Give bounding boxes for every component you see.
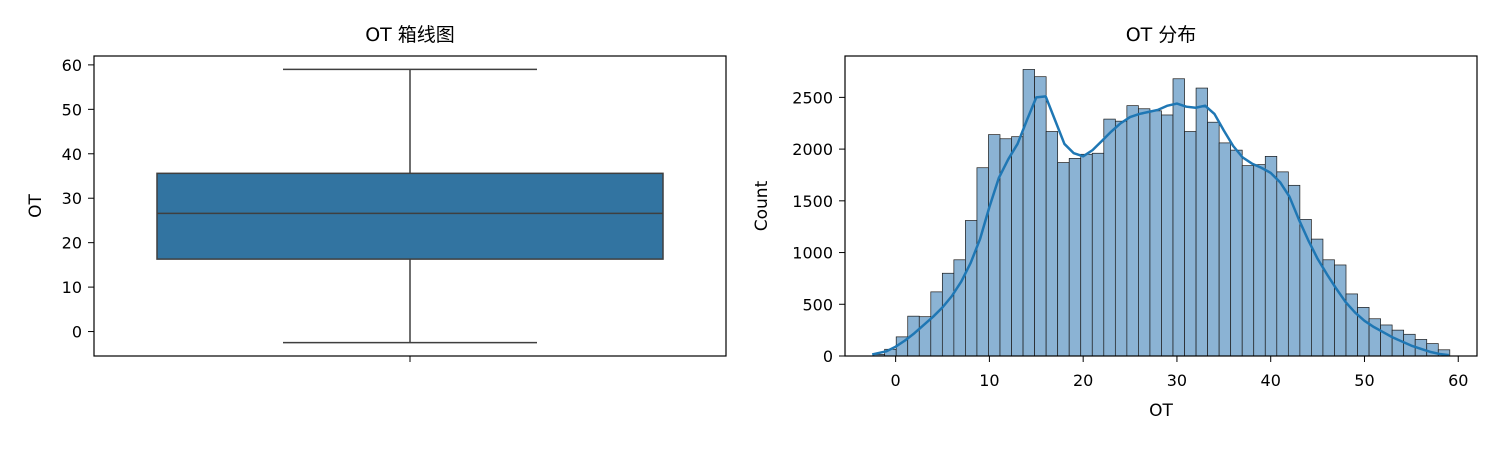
y-tick-label: 500 — [802, 295, 833, 314]
histogram-bar — [1184, 131, 1197, 357]
histogram-bar — [1264, 155, 1278, 357]
iqr-box — [156, 172, 664, 260]
y-tick-label: 0 — [72, 323, 82, 342]
histogram-bar — [941, 272, 955, 357]
x-tick-label: 10 — [979, 371, 999, 390]
histogram-bar — [1380, 324, 1393, 357]
histogram-bar — [1126, 105, 1139, 357]
histogram-bar — [1195, 87, 1208, 357]
histogram-bar — [1161, 114, 1174, 357]
y-tick-label: 40 — [62, 145, 82, 164]
histogram-bar — [1068, 158, 1082, 357]
histogram-bar — [1114, 120, 1128, 357]
kde-line — [871, 95, 1450, 357]
x-tick-label: 0 — [891, 371, 901, 390]
boxplot-marks — [156, 68, 664, 344]
histogram-bar — [1034, 76, 1047, 357]
histogram-bar — [930, 291, 943, 357]
histogram-bar — [1080, 153, 1093, 357]
y-tick-label: 10 — [62, 278, 82, 297]
histogram-bar — [1103, 118, 1116, 357]
histogram-bars — [872, 69, 1451, 357]
histogram-bar — [1045, 131, 1059, 357]
histogram-xlabel: OT — [1149, 401, 1173, 421]
y-tick-label: 20 — [62, 234, 82, 253]
histogram-x-ticks: 0 10 20 30 40 50 60 — [891, 356, 1468, 390]
x-tick-label: 40 — [1261, 371, 1281, 390]
x-tick-label: 60 — [1448, 371, 1468, 390]
x-tick-label: 50 — [1354, 371, 1374, 390]
boxplot-title: OT 箱线图 — [365, 24, 455, 46]
histogram-panel: OT 分布 Count OT 0 500 1000 1500 2000 2500 0 10 2… — [752, 24, 1478, 421]
histogram-bar — [1207, 121, 1220, 357]
histogram-bar — [1391, 329, 1405, 357]
histogram-bar — [1218, 142, 1232, 357]
y-tick-label: 2500 — [792, 88, 833, 107]
histogram-ylabel: Count — [752, 180, 772, 231]
histogram-bar — [1276, 171, 1289, 357]
y-tick-label: 50 — [62, 100, 82, 119]
histogram-y-ticks: 0 500 1000 1500 2000 2500 — [792, 88, 845, 366]
histogram-bar — [1057, 162, 1070, 357]
y-tick-label: 2000 — [792, 140, 833, 159]
histogram-axes-frame — [844, 55, 1478, 357]
histogram-bar — [976, 167, 989, 357]
histogram-bar — [965, 220, 978, 357]
histogram-bar — [1334, 264, 1347, 357]
histogram-bar — [1011, 136, 1024, 357]
histogram-bar — [1091, 152, 1105, 357]
y-tick-label: 1000 — [792, 244, 833, 263]
y-tick-label: 1500 — [792, 192, 833, 211]
boxplot-axes-frame — [93, 55, 727, 357]
y-tick-label: 60 — [62, 56, 82, 75]
x-tick-label: 20 — [1073, 371, 1093, 390]
histogram-title: OT 分布 — [1126, 24, 1197, 46]
histogram-bar — [1241, 165, 1255, 357]
histogram-bar — [988, 134, 1001, 357]
histogram-bar — [1149, 110, 1162, 357]
histogram-bar — [1299, 219, 1312, 357]
y-tick-label: 30 — [62, 189, 82, 208]
histogram-bar — [1230, 149, 1243, 357]
x-tick-label: 30 — [1167, 371, 1187, 390]
histogram-bar — [1322, 259, 1335, 357]
boxplot-ylabel: OT — [26, 194, 46, 218]
boxplot-y-ticks: 0 10 20 30 40 50 60 — [62, 56, 94, 342]
histogram-bar — [1253, 164, 1266, 357]
histogram-bar — [1138, 108, 1151, 357]
histogram-bar — [1172, 78, 1185, 357]
y-tick-label: 0 — [823, 347, 833, 366]
boxplot-panel: OT 箱线图 OT 0 10 20 30 40 50 60 — [26, 24, 727, 362]
